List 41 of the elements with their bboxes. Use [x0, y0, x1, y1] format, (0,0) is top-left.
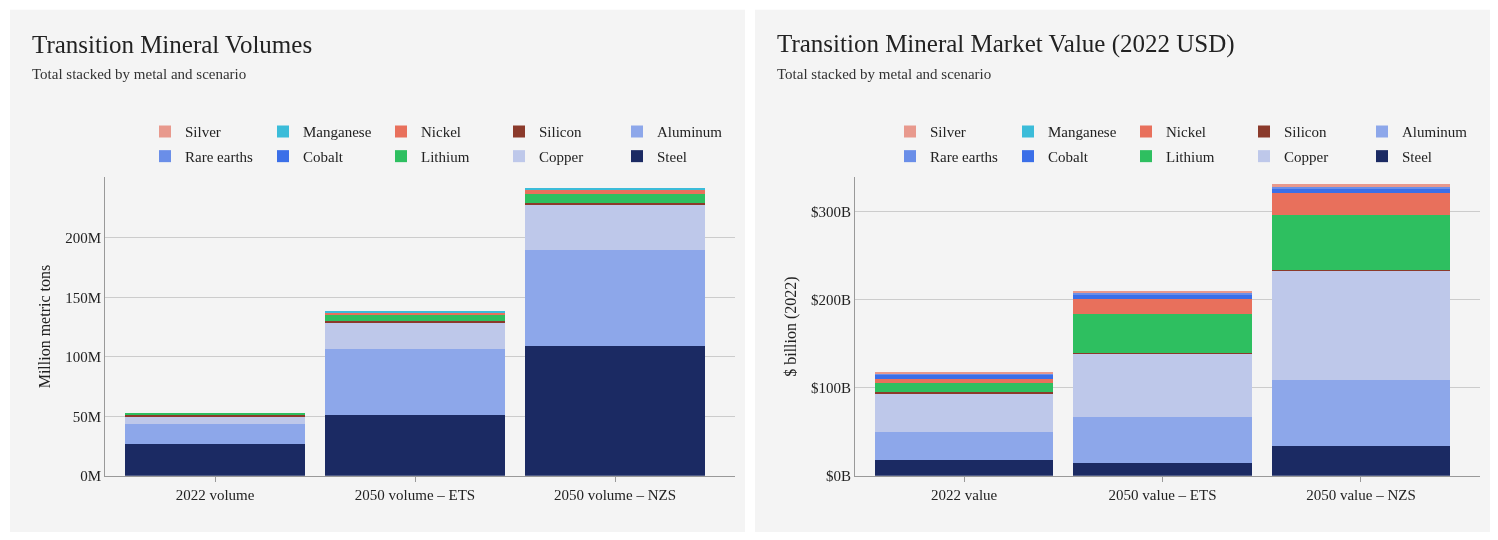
legend-label: Lithium [421, 149, 470, 165]
legend-label: Silver [930, 124, 966, 141]
y-tick-label: 100M [65, 349, 101, 366]
legend-label: Copper [1284, 149, 1329, 165]
chart-subtitle: Total stacked by metal and scenario [32, 66, 247, 82]
y-tick-label: $0B [825, 468, 851, 485]
legend-label: Copper [539, 149, 584, 165]
legend-label: Manganese [303, 124, 372, 141]
legend-label: Lithium [1166, 149, 1215, 165]
y-axis-title: $ billion (2022) [781, 276, 800, 377]
legend-label: Nickel [421, 124, 461, 141]
y-tick-label: 150M [65, 289, 101, 306]
x-tick-label: 2050 volume – NZS [553, 486, 677, 503]
y-tick-label: 50M [72, 408, 101, 425]
legend-label: Cobalt [1048, 149, 1089, 165]
legend-label: Rare earths [930, 149, 999, 165]
legend-label: Cobalt [303, 149, 344, 165]
legend-label: Silicon [539, 124, 582, 141]
legend-label: Steel [657, 149, 687, 165]
x-tick-label: 2022 volume [175, 486, 255, 503]
legend-label: Aluminum [1402, 124, 1468, 141]
y-tick-label: 200M [65, 230, 101, 247]
legend-label: Silver [185, 124, 221, 141]
x-tick-label: 2050 volume – ETS [354, 486, 476, 503]
legend-label: Manganese [1048, 124, 1117, 141]
chart-title: Transition Mineral Volumes [32, 31, 313, 58]
y-tick-label: $200B [810, 291, 851, 308]
legend-label: Silicon [1284, 124, 1327, 141]
chart-subtitle: Total stacked by metal and scenario [777, 66, 992, 82]
x-tick-label: 2050 value – NZS [1306, 486, 1416, 503]
y-tick-label: $100B [810, 380, 851, 397]
y-tick-label: 0M [80, 468, 101, 485]
legend-label: Nickel [1166, 124, 1206, 141]
x-tick-label: 2022 value [931, 486, 998, 503]
y-tick-label: $300B [810, 203, 851, 220]
chart-title: Transition Mineral Market Value (2022 USD) [777, 30, 1235, 58]
legend-label: Aluminum [657, 124, 723, 141]
legend-label: Steel [1402, 149, 1432, 165]
y-axis-title: Million metric tons [36, 264, 54, 389]
x-tick-label: 2050 value – ETS [1108, 486, 1217, 503]
legend-label: Rare earths [185, 149, 254, 165]
